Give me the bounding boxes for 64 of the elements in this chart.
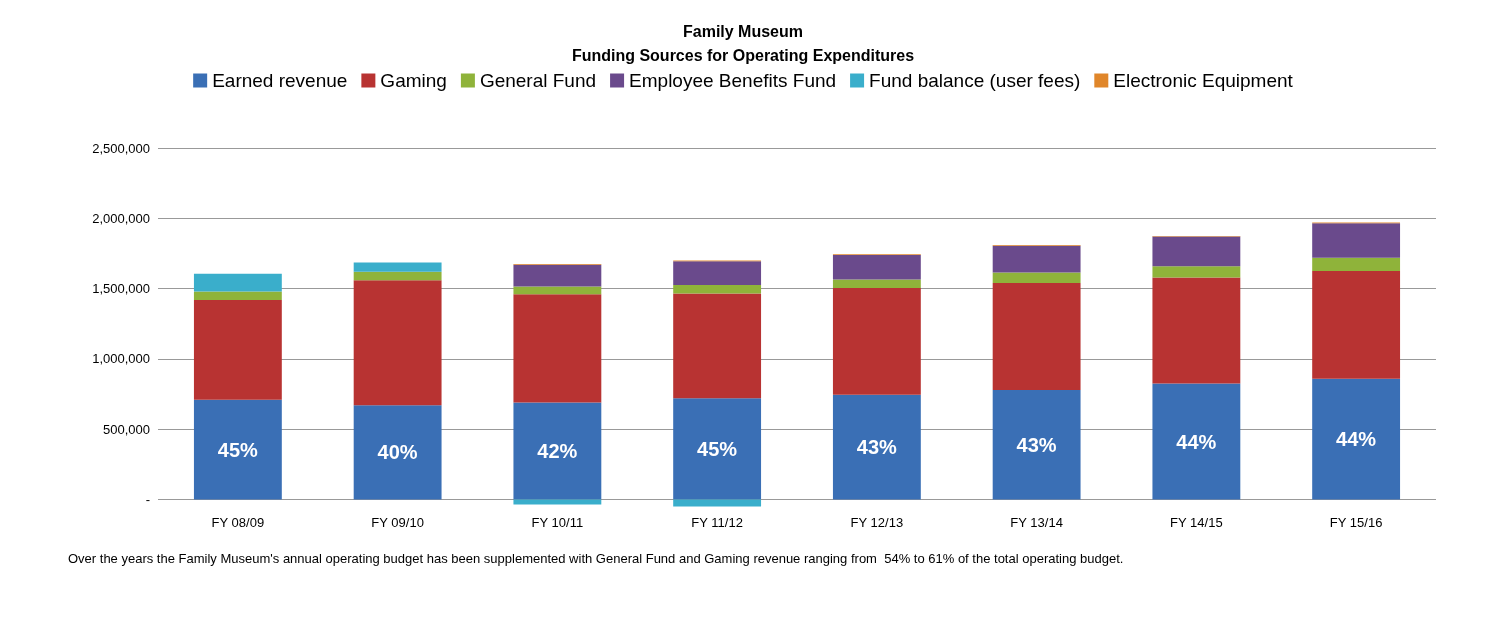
x-tick-label: FY 13/14 bbox=[1010, 515, 1063, 530]
bar bbox=[353, 405, 442, 500]
bar bbox=[1312, 223, 1401, 258]
bar bbox=[1312, 271, 1401, 379]
bar bbox=[353, 262, 442, 272]
annotation: 43% bbox=[1016, 433, 1057, 456]
y-tick-label: 1,000,000 bbox=[92, 351, 150, 367]
annotation: 44% bbox=[1176, 430, 1217, 453]
annotation: 43% bbox=[856, 436, 898, 459]
bar bbox=[832, 287, 921, 395]
bar bbox=[1152, 266, 1241, 278]
bar bbox=[353, 280, 442, 406]
legend-label: Electronic Equipment bbox=[1113, 70, 1294, 91]
bar bbox=[1152, 277, 1241, 384]
y-tick-label: 2,000,000 bbox=[92, 210, 150, 226]
x-tick-label: FY 12/13 bbox=[850, 515, 904, 530]
annotation: 44% bbox=[1336, 428, 1377, 451]
x-tick-label: FY 10/11 bbox=[531, 515, 584, 530]
bar bbox=[992, 272, 1081, 283]
y-tick-label: 2,500,000 bbox=[92, 140, 150, 156]
bar bbox=[992, 283, 1081, 390]
bar bbox=[673, 499, 762, 507]
bar bbox=[673, 261, 762, 286]
chart-subtitle: Funding Sources for Operating Expenditures bbox=[571, 46, 915, 64]
annotation: 45% bbox=[697, 437, 738, 460]
y-tick-label: 1,500,000 bbox=[92, 281, 150, 297]
bar bbox=[832, 394, 921, 500]
annotation: 40% bbox=[377, 441, 418, 464]
annotation: 42% bbox=[537, 440, 578, 463]
chart-title: Family Museum bbox=[682, 22, 804, 40]
legend-label: Fund balance (user fees) bbox=[869, 70, 1081, 91]
y-tick-label: - bbox=[145, 492, 150, 508]
x-tick-label: FY 15/16 bbox=[1329, 515, 1383, 530]
x-tick-label: FY 14/15 bbox=[1170, 515, 1223, 530]
x-tick-label: FY 11/12 bbox=[691, 515, 743, 530]
bar bbox=[673, 398, 762, 500]
bar bbox=[193, 399, 282, 500]
bar bbox=[513, 264, 602, 287]
annotation: 45% bbox=[217, 438, 259, 461]
bar bbox=[1312, 378, 1401, 500]
bar bbox=[513, 402, 602, 500]
bar bbox=[353, 271, 442, 281]
y-tick-label: 500,000 bbox=[103, 421, 150, 437]
x-tick-label: FY 09/10 bbox=[371, 515, 424, 530]
bar bbox=[193, 273, 282, 292]
text: Over the years the Family Museum's annual operating budget has been supplemented with General Fund and Gaming revenue ranging from 54% to 61% of the total operating budget. bbox=[68, 550, 1124, 566]
bar bbox=[673, 285, 762, 294]
legend-label: Employee Benefits Fund bbox=[629, 70, 837, 91]
legend-label: Gaming bbox=[380, 70, 447, 91]
bar bbox=[673, 293, 762, 399]
bar bbox=[1152, 383, 1241, 500]
bar bbox=[992, 245, 1081, 273]
bar bbox=[193, 299, 282, 400]
x-tick-label: FY 08/09 bbox=[211, 515, 265, 530]
bar bbox=[513, 286, 602, 295]
bar bbox=[1152, 236, 1241, 267]
bar bbox=[1312, 257, 1401, 272]
bar bbox=[513, 294, 602, 403]
bar bbox=[193, 291, 282, 300]
bar bbox=[832, 254, 921, 280]
legend-label: General Fund bbox=[479, 70, 597, 91]
legend-label: Earned revenue bbox=[212, 70, 348, 91]
bar bbox=[992, 389, 1081, 500]
bar bbox=[832, 279, 921, 288]
